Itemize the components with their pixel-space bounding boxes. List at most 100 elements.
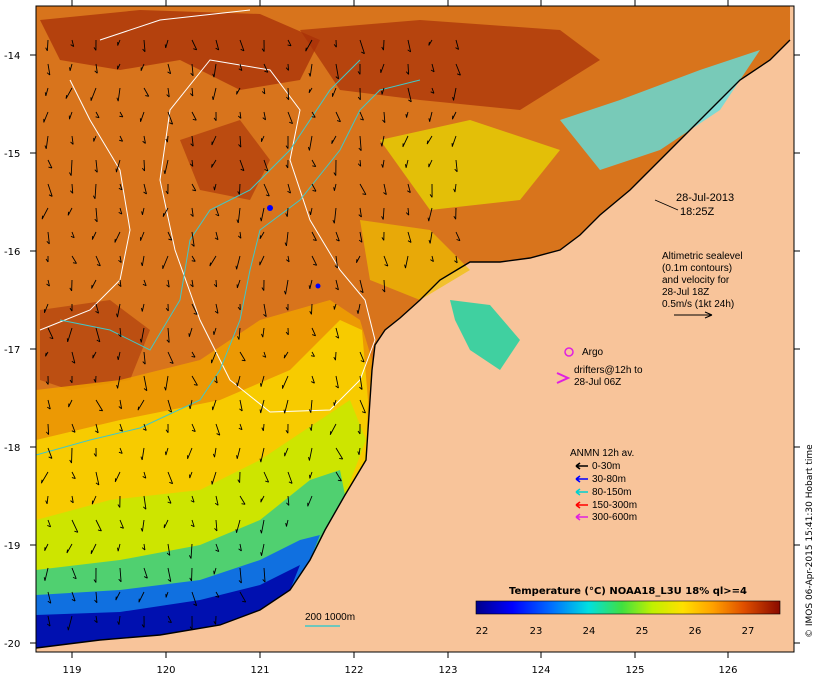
- x-tick-label: 119: [62, 665, 81, 676]
- altimetry-note-line: Altimetric sealevel: [662, 251, 743, 262]
- y-tick-label: -17: [4, 345, 20, 356]
- velocity-arrow: [69, 63, 73, 71]
- velocity-arrow: [116, 375, 121, 389]
- velocity-arrow: [454, 255, 458, 264]
- velocity-arrow: [260, 495, 265, 503]
- velocity-arrow: [286, 255, 290, 263]
- velocity-arrow: [162, 255, 169, 270]
- velocity-arrow: [141, 207, 145, 215]
- velocity-arrow: [45, 375, 49, 385]
- velocity-arrow: [188, 327, 193, 337]
- velocity-arrow: [357, 63, 361, 75]
- velocity-arrow: [118, 567, 122, 583]
- velocity-arrow: [94, 207, 98, 223]
- colorbar-tick-label: 27: [742, 626, 755, 637]
- velocity-arrow: [452, 87, 457, 101]
- velocity-arrow: [263, 471, 270, 483]
- velocity-arrow: [119, 135, 124, 142]
- velocity-arrow: [188, 399, 193, 410]
- velocity-arrow: [46, 63, 51, 76]
- velocity-arrow: [335, 447, 344, 460]
- velocity-arrow: [331, 87, 337, 97]
- velocity-arrow: [333, 351, 337, 361]
- velocity-arrow: [117, 543, 121, 552]
- velocity-arrow: [114, 471, 121, 483]
- velocity-arrow: [70, 183, 74, 194]
- velocity-arrow: [237, 111, 242, 119]
- velocity-arrow: [189, 567, 193, 582]
- velocity-scale-arrow: [674, 311, 713, 319]
- velocity-arrow: [335, 375, 339, 389]
- velocity-arrow: [190, 279, 194, 288]
- velocity-arrow: [47, 519, 52, 528]
- velocity-arrow: [118, 183, 123, 191]
- cool-band: [560, 50, 760, 170]
- velocity-arrow: [213, 327, 217, 335]
- velocity-arrow: [215, 207, 220, 217]
- velocity-arrow: [47, 159, 53, 169]
- velocity-arrow: [307, 135, 313, 151]
- anmn-arrow-icon: [575, 513, 588, 521]
- velocity-arrow: [71, 471, 76, 480]
- velocity-arrow: [165, 423, 169, 434]
- velocity-arrow: [329, 423, 337, 435]
- velocity-arrow: [215, 39, 220, 51]
- velocity-arrow: [95, 519, 102, 532]
- velocity-arrow: [95, 471, 100, 486]
- velocity-arrow: [237, 303, 241, 311]
- velocity-arrow: [239, 495, 246, 505]
- velocity-arrow: [143, 567, 148, 579]
- anmn-item-label: 80-150m: [592, 487, 631, 498]
- velocity-arrow: [40, 471, 49, 484]
- velocity-arrow: [69, 159, 73, 176]
- velocity-arrow: [166, 279, 170, 288]
- velocity-arrow: [71, 351, 76, 364]
- velocity-arrow: [235, 255, 241, 270]
- velocity-arrow: [47, 591, 52, 604]
- velocity-arrow: [118, 279, 122, 288]
- velocity-arrow: [358, 135, 362, 152]
- velocity-arrow: [91, 495, 97, 505]
- velocity-arrow: [285, 423, 289, 434]
- sealevel-contour: [39, 9, 251, 331]
- velocity-arrow: [308, 279, 313, 289]
- velocity-arrow: [284, 447, 289, 457]
- velocity-arrow: [357, 159, 362, 167]
- colorbar-ticks: 22 23 24 25 26 27: [476, 626, 755, 637]
- coastline: [36, 39, 791, 649]
- velocity-arrow: [189, 615, 193, 630]
- velocity-arrow: [141, 543, 146, 551]
- velocity-arrow: [68, 111, 73, 120]
- velocity-arrow: [359, 399, 366, 414]
- bathymetry-contour: [36, 79, 421, 456]
- anmn-arrow-icon: [575, 488, 588, 496]
- y-tick-label: -14: [4, 51, 20, 62]
- velocity-arrow: [213, 567, 217, 575]
- colorbar: [475, 600, 781, 615]
- velocity-arrow: [260, 543, 265, 556]
- velocity-arrow: [70, 39, 75, 47]
- colorbar-tick-label: 25: [636, 626, 649, 637]
- bathymetry-label: 200 1000m: [305, 612, 355, 623]
- argo-float-marker: [315, 283, 321, 289]
- velocity-arrow: [285, 207, 289, 217]
- velocity-arrow: [239, 399, 243, 412]
- velocity-arrow: [211, 351, 217, 364]
- velocity-arrow: [381, 231, 385, 241]
- velocity-arrow: [95, 327, 101, 343]
- velocity-arrow: [356, 303, 361, 314]
- velocity-arrow: [213, 183, 217, 191]
- velocity-arrow: [214, 231, 219, 241]
- anmn-legend-item: 150-300m: [575, 500, 637, 511]
- velocity-arrow: [236, 375, 241, 387]
- velocity-arrow: [236, 279, 241, 289]
- velocity-arrow: [335, 111, 341, 123]
- velocity-arrow: [333, 183, 337, 191]
- velocity-arrow: [407, 39, 412, 53]
- velocity-arrow: [238, 63, 243, 72]
- velocity-arrow: [213, 279, 218, 288]
- velocity-arrow: [140, 519, 145, 532]
- velocity-arrow: [93, 375, 97, 383]
- velocity-arrow: [261, 327, 265, 338]
- velocity-arrow: [308, 447, 313, 461]
